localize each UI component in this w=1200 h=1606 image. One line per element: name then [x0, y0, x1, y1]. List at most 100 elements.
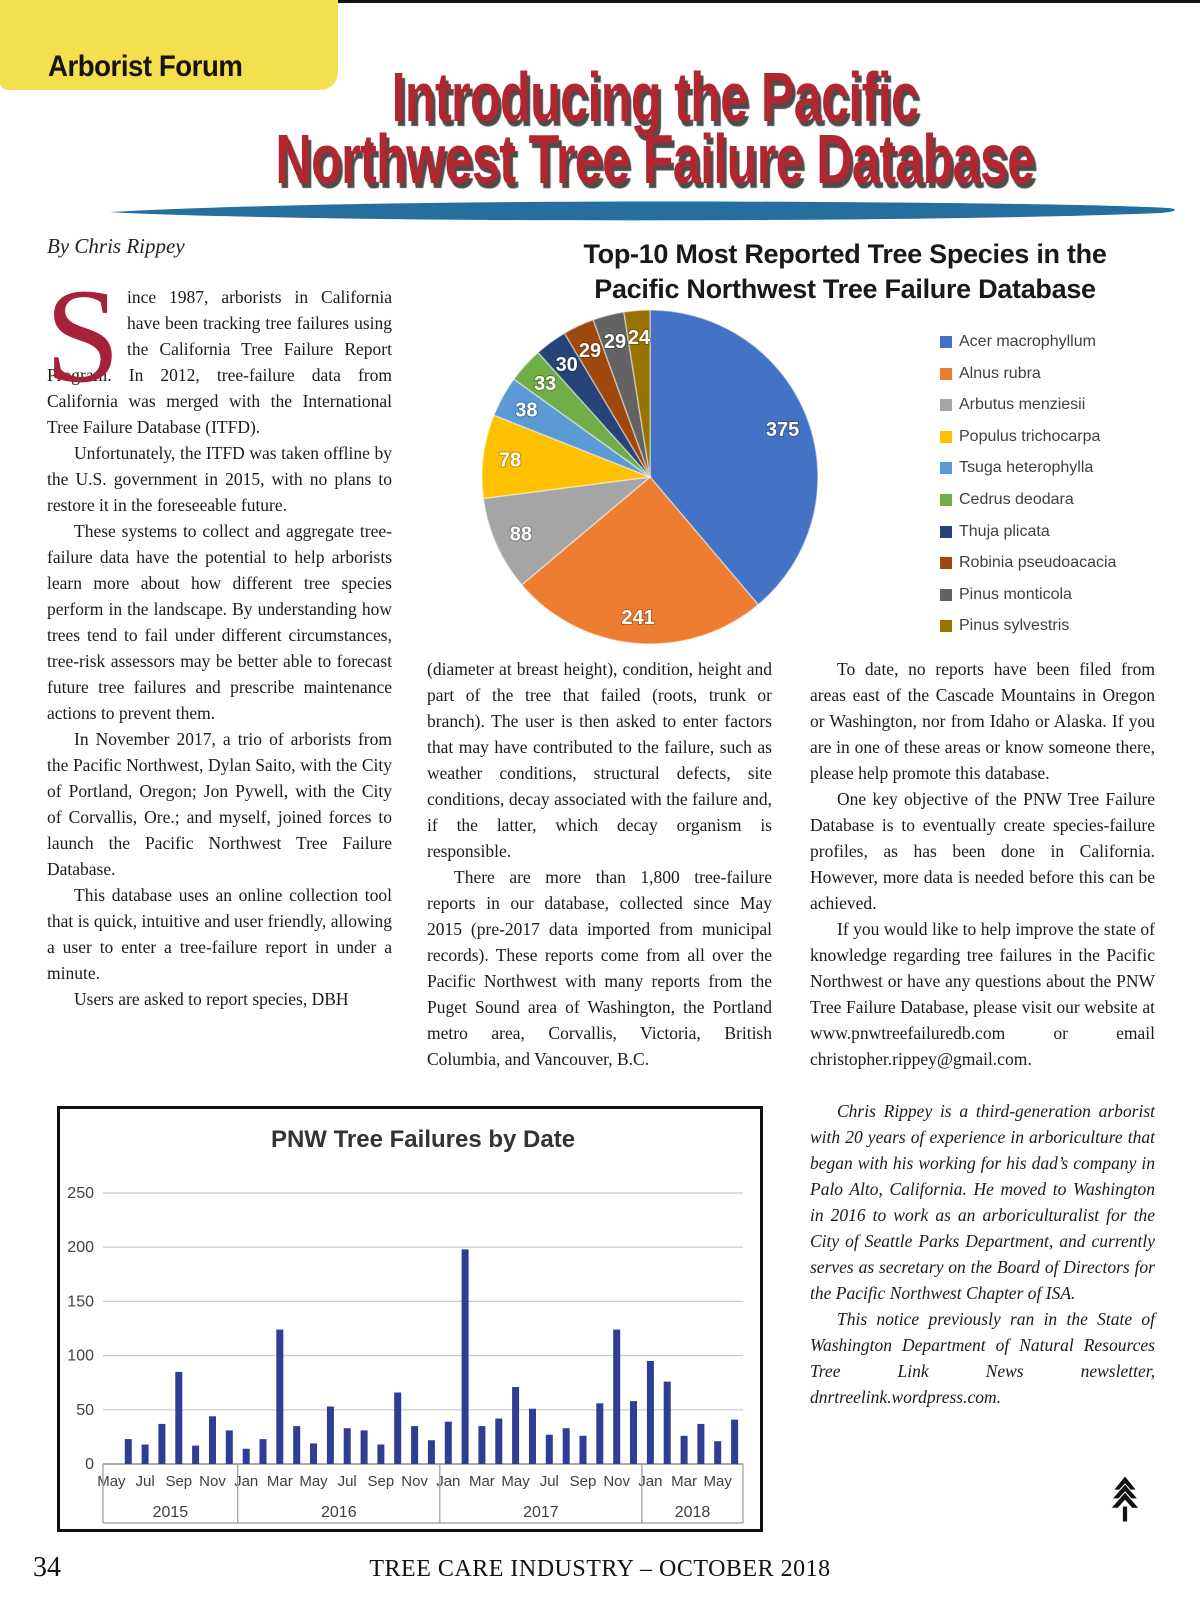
y-axis-tick-label: 100 — [67, 1348, 94, 1365]
pie-chart-legend: Acer macrophyllum Alnus rubra Arbutus menz… — [940, 331, 1190, 647]
pie-data-label: 24 — [628, 327, 651, 349]
x-axis-year-label: 2015 — [153, 1504, 189, 1521]
legend-swatch-icon — [940, 620, 952, 633]
legend-item: Alnus rubra — [940, 363, 1190, 385]
x-axis-month-label: Jan — [638, 1473, 662, 1490]
x-axis-month-label: Nov — [401, 1473, 428, 1490]
pie-slice — [537, 332, 651, 478]
x-axis-month-label: May — [704, 1473, 733, 1490]
legend-label: Pinus sylvestris — [959, 617, 1070, 635]
y-axis-tick-label: 50 — [76, 1402, 94, 1419]
legend-label: Robinia pseudoacacia — [959, 554, 1117, 572]
paragraph: In November 2017, a trio of arborists fr… — [47, 729, 392, 879]
bar — [596, 1403, 604, 1464]
x-axis-year-label: 2017 — [523, 1504, 559, 1521]
pie-chart-title-line1: Top-10 Most Reported Tree Species in the — [583, 239, 1107, 269]
legend-label: Cedrus deodara — [959, 490, 1074, 508]
bar — [680, 1435, 688, 1464]
paragraph: If you would like to help improve the st… — [810, 919, 1155, 1069]
pie-data-label: 30 — [556, 354, 578, 376]
bar-chart-title: PNW Tree Failures by Date — [271, 1126, 575, 1153]
bio-paragraph: Chris Rippey is a third-generation arbor… — [810, 1101, 1155, 1303]
paragraph-text: ince 1987, arborists in California have … — [47, 287, 392, 437]
legend-swatch-icon — [940, 493, 952, 506]
bar — [360, 1430, 368, 1464]
x-axis-month-label: Jul — [338, 1473, 357, 1490]
bar — [495, 1418, 503, 1464]
pie-data-label: 375 — [766, 419, 799, 441]
x-axis-month-label: May — [97, 1473, 126, 1490]
pie-data-label: 78 — [499, 450, 521, 472]
drop-cap: S — [45, 269, 127, 404]
bar — [714, 1441, 722, 1464]
legend-swatch-icon — [940, 367, 952, 380]
x-axis-month-label: Nov — [199, 1473, 226, 1490]
section-tab — [0, 0, 338, 90]
legend-swatch-icon — [940, 462, 952, 475]
y-axis-tick-label: 200 — [67, 1239, 94, 1256]
legend-item: Populus trichocarpa — [940, 426, 1190, 448]
pie-data-label: 38 — [515, 399, 537, 421]
pie-slice — [623, 309, 651, 478]
bar — [158, 1423, 166, 1464]
bar — [579, 1435, 587, 1464]
pie-chart-title: Top-10 Most Reported Tree Species in the… — [455, 237, 1200, 307]
pie-slice — [481, 414, 651, 500]
x-axis-month-label: Mar — [671, 1473, 697, 1490]
bar — [411, 1426, 419, 1464]
legend-swatch-icon — [940, 525, 952, 538]
paragraph: To date, no reports have been filed from… — [810, 659, 1155, 783]
legend-item: Thuja plicata — [940, 521, 1190, 543]
bar-chart: 0 50 100 150 200 250 PNW Tree Failures by Date… — [67, 1126, 744, 1524]
y-axis-tick-label: 250 — [67, 1185, 94, 1202]
article-title-line2: Northwest Tree Failure Database — [275, 120, 1035, 198]
page-top-rule — [337, 0, 1200, 3]
x-axis-month-label: Jul — [540, 1473, 559, 1490]
legend-label: Pinus monticola — [959, 585, 1072, 603]
bar — [478, 1426, 486, 1464]
pie-slice — [649, 309, 819, 606]
pie-chart-title-line2: Pacific Northwest Tree Failure Database — [594, 274, 1096, 304]
legend-label: Alnus rubra — [959, 364, 1041, 382]
bar — [444, 1421, 452, 1464]
bar — [545, 1434, 553, 1464]
pie-slice — [520, 475, 760, 645]
legend-item: Cedrus deodara — [940, 489, 1190, 511]
bar — [141, 1444, 149, 1464]
brush-stroke-underline — [110, 201, 1175, 221]
article-title: Introducing the Pacific Northwest Tree F… — [110, 62, 1200, 198]
legend-swatch-icon — [940, 399, 952, 412]
legend-label: Thuja plicata — [959, 522, 1050, 540]
bar — [646, 1361, 654, 1464]
legend-swatch-icon — [940, 557, 952, 570]
x-axis-month-label: Jan — [436, 1473, 460, 1490]
bar-chart-frame: 0 50 100 150 200 250 PNW Tree Failures by Date… — [57, 1106, 763, 1532]
legend-label: Arbutus menziesii — [959, 396, 1086, 414]
bar — [259, 1439, 267, 1464]
legend-swatch-icon — [940, 336, 952, 348]
bar — [276, 1329, 284, 1464]
x-axis-month-label: Jan — [234, 1473, 258, 1490]
bio-paragraph: This notice previously ran in the State … — [810, 1309, 1155, 1407]
author-bio: Chris Rippey is a third-generation arbor… — [810, 1098, 1155, 1410]
page-number: 34 — [33, 1552, 61, 1583]
paragraph: This database uses an online collection … — [47, 885, 392, 983]
legend-item: Acer macrophyllum — [940, 331, 1190, 353]
footer-text: TREE CARE INDUSTRY – OCTOBER 2018 — [369, 1556, 831, 1582]
y-axis-tick-label: 0 — [85, 1456, 94, 1473]
pie-data-label: 88 — [510, 524, 532, 546]
legend-swatch-icon — [940, 588, 952, 601]
pie-slice — [492, 378, 651, 478]
legend-item: Tsuga heterophylla — [940, 457, 1190, 479]
byline: By Chris Rippey — [47, 234, 185, 258]
paragraph: Users are asked to report species, DBH — [74, 989, 349, 1009]
legend-item: Arbutus menziesii — [940, 394, 1190, 416]
x-axis-month-label: Mar — [469, 1473, 495, 1490]
bar — [310, 1443, 317, 1464]
x-axis-month-label: Jul — [136, 1473, 155, 1490]
legend-item: Pinus monticola — [940, 584, 1190, 606]
